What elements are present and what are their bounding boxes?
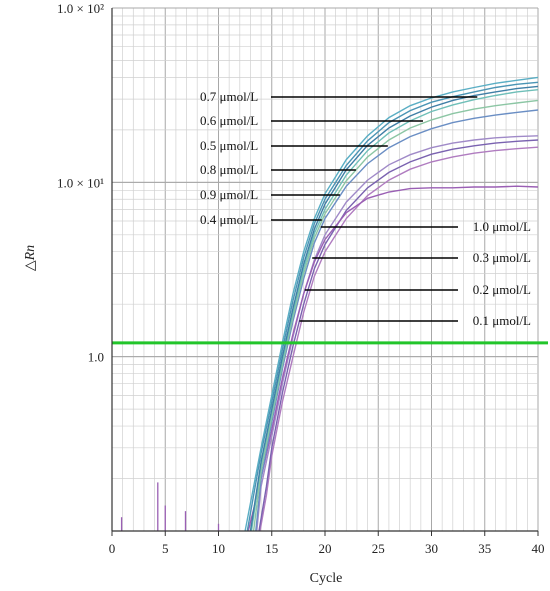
series-line (255, 109, 539, 532)
series-line (259, 146, 539, 532)
y-tick-label: 1.0 × 10² (57, 1, 104, 16)
series-line (256, 135, 539, 532)
series-line (244, 76, 539, 532)
y-tick-label: 1.0 × 10¹ (57, 175, 104, 190)
x-tick-label: 25 (372, 541, 385, 556)
x-tick-label: 30 (425, 541, 438, 556)
tick-labels: 0 5 10 15 20 25 30 35 40 1.0 × 10² 1.0 × 10¹ 1.0 (57, 1, 544, 556)
grid (111, 7, 539, 532)
x-tick-label: 0 (109, 541, 116, 556)
x-tick-label: 20 (319, 541, 332, 556)
x-tick-label: 15 (265, 541, 278, 556)
x-tick-label: 5 (162, 541, 169, 556)
series-label: 0.5 μmol/L (200, 138, 258, 153)
series-line (252, 99, 539, 532)
series-label: 0.3 μmol/L (473, 250, 531, 265)
series-line (247, 185, 539, 532)
series-line (258, 139, 539, 532)
series-label: 0.8 μmol/L (200, 162, 258, 177)
series-label: 0.1 μmol/L (473, 313, 531, 328)
x-tick-label: 35 (478, 541, 491, 556)
series-label: 0.4 μmol/L (200, 212, 258, 227)
series-label: 0.7 μmol/L (200, 89, 258, 104)
x-tick-label: 40 (532, 541, 545, 556)
series-lines (120, 76, 539, 532)
x-axis-title: Cycle (310, 571, 343, 586)
series-label: 1.0 μmol/L (473, 219, 531, 234)
y-axis-title: △Rn (23, 245, 38, 271)
series-label: 0.2 μmol/L (473, 282, 531, 297)
series-line (249, 85, 539, 532)
y-tick-label: 1.0 (88, 350, 104, 365)
series-label: 0.9 μmol/L (200, 187, 258, 202)
series-line (246, 81, 539, 532)
series-line (250, 89, 539, 532)
x-tick-label: 10 (212, 541, 225, 556)
series-label: 0.6 μmol/L (200, 113, 258, 128)
series-annotations: 0.7 μmol/L 0.6 μmol/L 0.5 μmol/L 0.8 μmol/L… (200, 89, 531, 328)
